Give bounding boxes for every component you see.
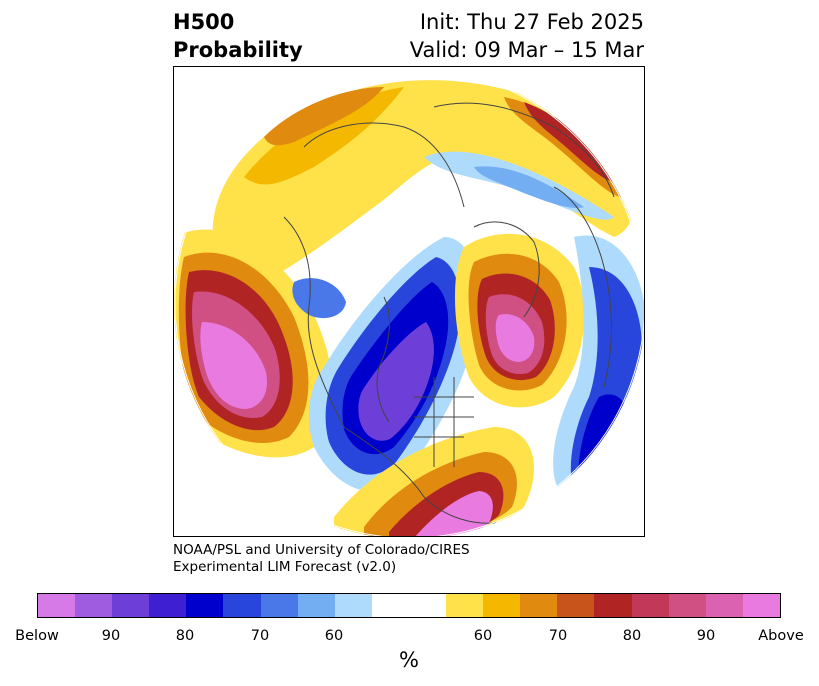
colorbar-segment bbox=[742, 594, 780, 617]
credit-line-1: NOAA/PSL and University of Colorado/CIRE… bbox=[173, 542, 470, 558]
colorbar-segment bbox=[112, 594, 150, 617]
probability-field bbox=[174, 80, 644, 536]
colorbar-segment bbox=[75, 594, 113, 617]
probability-colorbar bbox=[37, 593, 781, 618]
probability-map bbox=[173, 66, 645, 537]
colorbar-tick-label: 70 bbox=[548, 628, 568, 644]
colorbar-segment bbox=[446, 594, 484, 617]
title-line-1: H500 bbox=[173, 10, 235, 34]
colorbar-tick-label: Below bbox=[15, 628, 59, 644]
credit-text: NOAA/PSL and University of Colorado/CIRE… bbox=[173, 542, 470, 576]
colorbar-tick-label: 90 bbox=[101, 628, 121, 644]
colorbar-tick-label: Above bbox=[758, 628, 804, 644]
colorbar-segment bbox=[520, 594, 558, 617]
colorbar-tick-label: 80 bbox=[175, 628, 195, 644]
forecast-dates: Init: Thu 27 Feb 2025 Valid: 09 Mar – 15… bbox=[410, 8, 644, 64]
above-region-pacific-core bbox=[200, 322, 268, 409]
colorbar-tick-label: 90 bbox=[696, 628, 716, 644]
colorbar-segment bbox=[149, 594, 187, 617]
map-title: H500 Probability bbox=[173, 8, 303, 64]
colorbar-segment bbox=[705, 594, 743, 617]
colorbar-segment bbox=[297, 594, 335, 617]
colorbar-segment bbox=[38, 594, 76, 617]
polar-map-svg bbox=[174, 67, 644, 536]
below-region-arctic-mid bbox=[474, 166, 584, 208]
colorbar-segment bbox=[334, 594, 372, 617]
colorbar-segment bbox=[668, 594, 706, 617]
above-region-greenland-core bbox=[495, 314, 535, 362]
above-region-europe-dark bbox=[264, 87, 384, 146]
colorbar-segment bbox=[260, 594, 298, 617]
colorbar-segment bbox=[557, 594, 595, 617]
valid-dates: Valid: 09 Mar – 15 Mar bbox=[409, 38, 644, 62]
title-line-2: Probability bbox=[173, 38, 303, 62]
colorbar-segment bbox=[371, 594, 409, 617]
coastlines bbox=[283, 102, 615, 524]
below-region-pacific-small bbox=[292, 278, 346, 319]
colorbar-segment bbox=[223, 594, 261, 617]
colorbar-tick-label: 80 bbox=[622, 628, 642, 644]
map-boundary bbox=[174, 67, 644, 536]
colorbar-segment bbox=[631, 594, 669, 617]
colorbar-tick-label: 60 bbox=[473, 628, 493, 644]
colorbar-segment bbox=[186, 594, 224, 617]
below-region-northamerica-core bbox=[358, 322, 434, 441]
above-region-eurasia-orange bbox=[244, 87, 404, 185]
colorbar-unit-label: % bbox=[399, 648, 419, 672]
colorbar-tick-label: 70 bbox=[250, 628, 270, 644]
colorbar-segment bbox=[594, 594, 632, 617]
colorbar-segment bbox=[483, 594, 521, 617]
credit-line-2: Experimental LIM Forecast (v2.0) bbox=[173, 559, 397, 575]
colorbar-tick-label: 60 bbox=[324, 628, 344, 644]
colorbar-segment bbox=[408, 594, 447, 617]
init-date: Init: Thu 27 Feb 2025 bbox=[419, 10, 644, 34]
above-region-atlantic-south-core bbox=[414, 491, 493, 536]
